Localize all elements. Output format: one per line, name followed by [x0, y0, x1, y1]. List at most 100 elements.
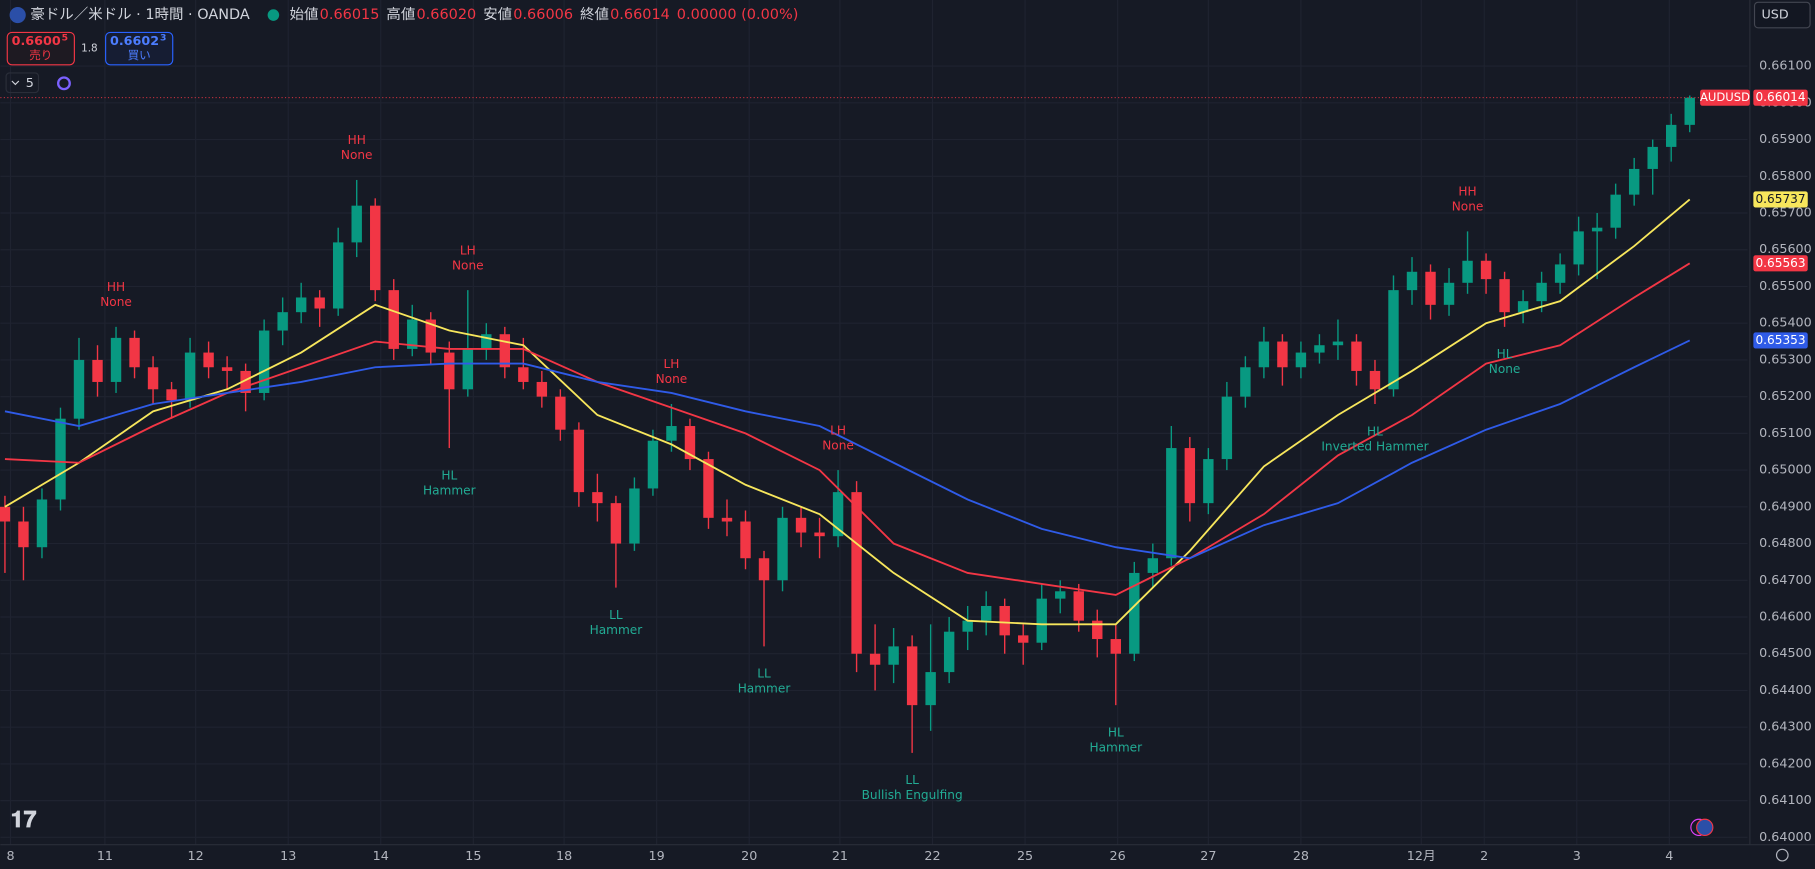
candle-body: [36, 499, 48, 548]
candle-body: [407, 319, 418, 349]
pattern-label: LL: [905, 773, 919, 787]
pattern-name: None: [822, 438, 854, 452]
x-tick-label: 2: [1480, 848, 1488, 863]
candle-body: [1166, 448, 1177, 559]
candle-body: [777, 517, 788, 581]
candle-body: [1443, 282, 1455, 305]
sell-button[interactable]: 0.6600 5 売り: [6, 31, 75, 66]
pattern-label: HL: [1497, 347, 1513, 361]
candle-body: [1295, 352, 1307, 368]
pattern-label: LL: [757, 667, 771, 681]
x-tick-label: 22: [924, 848, 940, 863]
ohlc-value: 0.66014: [610, 7, 670, 23]
candle-body: [703, 459, 714, 518]
candle-body: [55, 418, 66, 500]
moving-average: [4, 198, 1691, 626]
candle-body: [758, 558, 770, 581]
x-tick-label: 12月: [1407, 848, 1436, 863]
moving-average: [4, 339, 1691, 560]
y-tick-label: 0.64200: [1759, 755, 1812, 770]
candle-body: [481, 334, 492, 349]
pattern-name: Hammer: [590, 623, 643, 637]
indicator-box[interactable]: [5, 72, 40, 94]
candle-body: [370, 205, 381, 291]
candle-body: [203, 352, 214, 368]
candle-body: [92, 359, 103, 382]
sell-box[interactable]: [6, 31, 75, 66]
x-tick-label: 8: [6, 848, 14, 863]
candle-body: [1258, 341, 1270, 368]
y-tick-label: 0.65200: [1759, 388, 1812, 403]
candle-body: [999, 605, 1010, 636]
y-tick-label: 0.64600: [1759, 608, 1812, 623]
pattern-name: Bullish Engulfing: [862, 788, 963, 802]
indicator-toggle[interactable]: 5: [5, 72, 40, 94]
pattern-label: HH: [1458, 185, 1476, 199]
candle-body: [1369, 370, 1381, 390]
settings-icon[interactable]: [1775, 848, 1789, 862]
y-tick-label: 0.65600: [1759, 241, 1812, 256]
y-tick-label: 0.64300: [1759, 719, 1812, 734]
candle-body: [1332, 341, 1344, 346]
chevron: [11, 80, 20, 86]
candle-body: [110, 337, 122, 382]
candle-body: [351, 205, 362, 243]
y-tick-label: 0.64400: [1759, 682, 1812, 697]
candle-body: [943, 631, 955, 673]
event-icon[interactable]: [1696, 818, 1714, 837]
candle-body: [1628, 168, 1640, 195]
currency-box[interactable]: [1753, 1, 1811, 29]
candle-body: [610, 503, 622, 544]
pattern-label: LH: [830, 423, 846, 437]
ohlc-name: 高値: [386, 6, 415, 23]
candle-body: [221, 367, 233, 371]
pattern-label: LH: [460, 243, 476, 257]
candle-body: [629, 488, 640, 544]
candle-body: [462, 348, 473, 390]
y-tick-label: 0.65900: [1759, 131, 1812, 146]
pattern-label: HL: [441, 468, 457, 482]
candle-body: [721, 517, 733, 522]
ohlc-values: 始値 0.66015 高値 0.66020 安値 0.66006 終値 0.66014 0.00…: [290, 6, 799, 23]
candle-body: [1388, 290, 1399, 390]
sync-icon[interactable]: [57, 76, 71, 91]
tv-logo: 𝟏𝟕: [11, 807, 37, 833]
candle-body: [1073, 591, 1084, 621]
pattern-label: LH: [664, 357, 680, 371]
candle-body: [740, 521, 751, 559]
pattern-label: HH: [107, 280, 125, 294]
buy-box[interactable]: [105, 31, 174, 66]
candle-body: [1018, 635, 1029, 643]
buy-label: 買い: [128, 48, 151, 62]
candle-body: [980, 605, 992, 621]
candle-body: [1499, 279, 1510, 313]
candle-body: [332, 242, 344, 309]
buy-button[interactable]: 0.6602 3 買い: [105, 31, 174, 66]
price-badge: [1753, 89, 1808, 106]
moving-average: [4, 262, 1691, 596]
sell-price: 0.6600: [12, 33, 61, 48]
currency-button[interactable]: USD: [1753, 1, 1811, 29]
x-tick-label: 18: [556, 848, 572, 863]
candle-body: [1425, 271, 1436, 305]
buy-pip: 3: [160, 33, 166, 44]
candle-body: [240, 370, 251, 393]
candle-body: [166, 389, 177, 401]
x-tick-label: 3: [1573, 848, 1581, 863]
ma-badge-value: 0.65737: [1755, 192, 1805, 206]
y-tick-label: 0.64100: [1759, 792, 1812, 807]
symbol-title: 豪ドル／米ドル · 1時間 · OANDA: [30, 6, 250, 23]
buy-price: 0.6602: [110, 33, 159, 48]
candle-body: [1314, 345, 1325, 353]
ohlc-name: 終値: [580, 6, 609, 23]
y-tick-label: 0.65000: [1759, 462, 1812, 477]
symbol-badge: [1700, 89, 1750, 106]
indicator-count: 5: [26, 75, 34, 90]
candle-body: [1184, 448, 1196, 504]
ma-badge: [1753, 332, 1808, 349]
pattern-name: Inverted Hammer: [1321, 439, 1428, 453]
x-tick-label: 13: [280, 848, 296, 863]
candle-body: [444, 352, 455, 390]
pattern-label: HH: [348, 133, 366, 147]
